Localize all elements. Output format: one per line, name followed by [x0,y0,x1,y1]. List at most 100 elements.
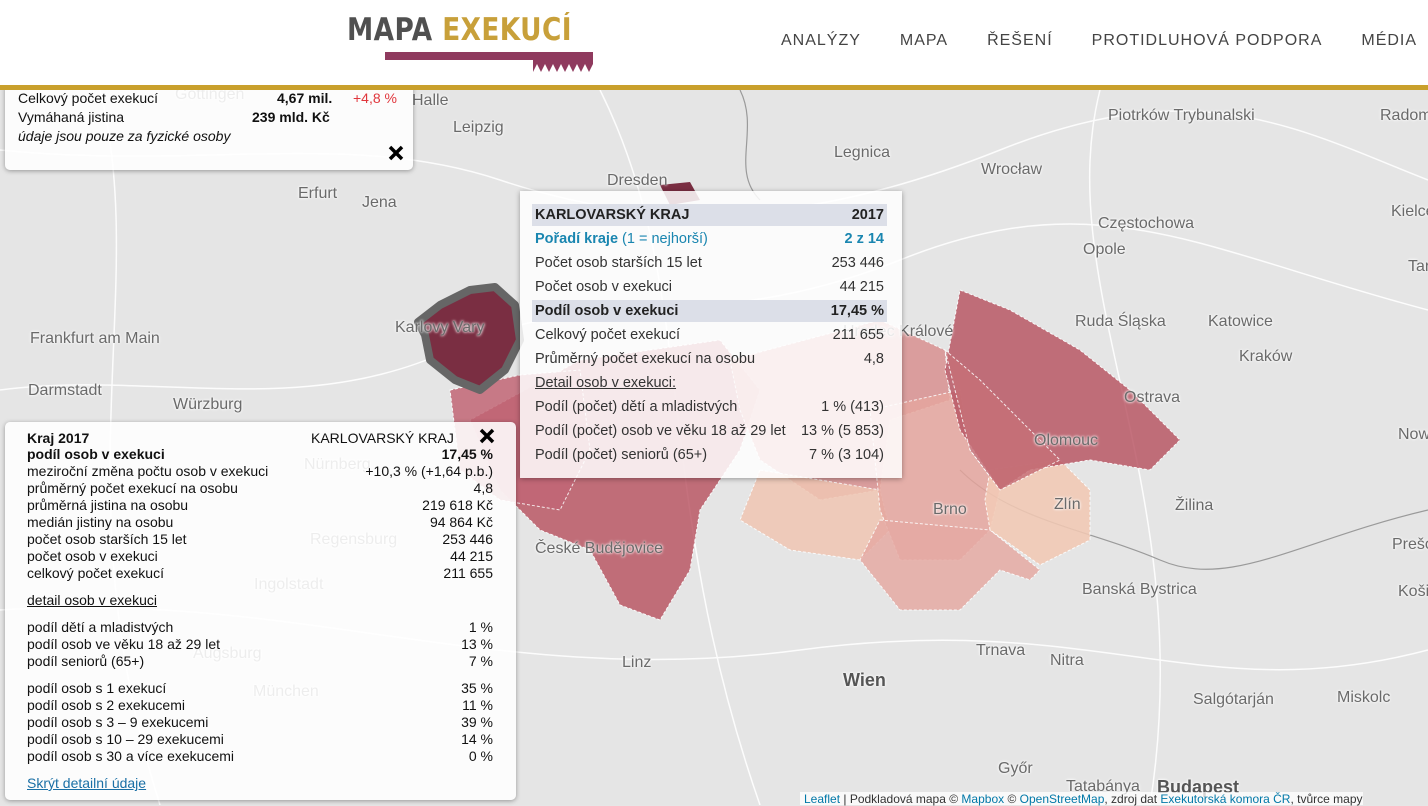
city-label: České Budějovice [535,540,664,557]
city-label: Legnica [834,144,891,161]
summary-row: Celkový počet exekucí 4,67 mil. +4,8 % [18,90,403,106]
value: +10,3 % (+1,64 p.b.) [365,463,493,479]
city-label: Wien [843,670,886,690]
nav-item[interactable]: ANALÝZY [781,32,861,49]
label: meziroční změna počtu osob v exekuci [27,463,269,479]
value: 0 % [468,748,493,764]
label: podíl osob s 30 a více exekucemi [27,748,235,764]
hide-link[interactable]: Skrýt detailní údaje [27,775,147,791]
city-label: Erfurt [298,185,338,202]
value: 4,8 [863,351,884,367]
city-label: Kraków [1239,348,1293,365]
city-label: Ostrava [1124,389,1181,406]
tooltip: KARLOVARSKÝ KRAJ 2017 Pořadí kraje (1 = ne… [520,191,902,478]
city-label: Radom [1380,107,1428,124]
detail-row: podíl osob ve věku 18 až 29 let 13 % [27,636,493,653]
city-label: Jena [362,194,397,211]
label: KARLOVARSKÝ KRAJ [535,207,690,223]
logo[interactable]: MAPA EXEKUCÍ [347,12,572,48]
value: 239 mld. Kč [252,109,330,125]
city-label: Nitra [1050,652,1084,669]
summary-row: Vymáhaná jistina 239 mld. Kč [18,109,403,125]
label: počet osob v exekuci [27,548,158,564]
detail-row: průměrná jistina na osobu 219 618 Kč [27,497,493,514]
city-label: Tatabánya [1066,778,1140,795]
nav-item[interactable]: ŘEŠENÍ [987,32,1053,49]
detail-row: podíl osob s 2 exekucemi 11 % [27,697,493,714]
value: 17,45 % [830,303,884,319]
detail-row: podíl osob v exekuci 17,45 % [27,446,493,463]
city-label: Opole [1083,241,1126,258]
hint: (1 = nejhorší) [622,231,708,247]
link[interactable]: Mapbox [961,792,1005,806]
value: 253 446 [831,255,884,271]
label: podíl seniorů (65+) [27,653,145,669]
label: Podíl (počet) seniorů (65+) [535,447,708,463]
detail-row: podíl osob s 1 exekucí 35 % [27,680,493,697]
city-label: Tarnów [1408,258,1428,275]
city-label: Wrocław [981,161,1043,178]
text: © [1007,792,1017,806]
change: +4,8 % [353,90,397,106]
label: podíl osob v exekuci [27,446,165,462]
detail-row: celkový počet exekucí 211 655 [27,565,493,582]
link[interactable]: Exekutorská komora ČR [1160,792,1291,806]
detail-panel: Kraj 2017 KARLOVARSKÝ KRAJ podíl osob v … [5,422,516,800]
city-label: Salgótarján [1193,691,1274,708]
city-label: Würzburg [173,396,243,413]
tooltip-row: Podíl (počet) osob ve věku 18 až 29 let 1… [532,420,887,442]
label: Celkový počet exekucí [535,327,681,343]
value: 211 655 [832,327,884,343]
city-label: Olomouc [1034,432,1099,449]
label: Počet osob starších 15 let [535,255,702,271]
close-button[interactable] [388,145,404,161]
city-label: Žilina [1175,497,1214,514]
nav-item[interactable]: MAPA [899,32,949,49]
link[interactable]: Leaflet [804,792,841,806]
value: 17,45 % [441,446,493,462]
value: 2 z 14 [844,231,885,247]
value: 211 655 [443,565,493,581]
label: podíl dětí a mladistvých [27,619,174,635]
tooltip-header: KARLOVARSKÝ KRAJ 2017 [532,204,887,226]
detail-row: podíl osob s 30 a více exekucemi 0 % [27,748,493,765]
label: Vymáhaná jistina [18,109,125,125]
attribution: Leaflet | Podkladová mapa © Mapbox © Ope… [800,792,1363,806]
summary-panel: Celkový počet exekucí 4,67 mil. +4,8 % V… [5,86,413,170]
label: Celkový počet exekucí [18,90,159,106]
link[interactable]: OpenStreetMap [1019,792,1105,806]
city-label: Darmstadt [28,382,102,399]
value: 39 % [461,714,493,730]
city-label: Győr [998,760,1033,777]
city-label: Ruda Śląska [1075,313,1166,330]
city-label: Linz [622,654,652,671]
nav-item[interactable]: MÉDIA [1361,32,1418,49]
close-button[interactable] [479,428,495,444]
detail-row: medián jistiny na osobu 94 864 Kč [27,514,493,531]
label: podíl osob s 1 exekucí [27,680,167,696]
city-label: Dresden [607,172,668,189]
label: průměrný počet exekucí na osobu [27,480,238,496]
tooltip-row: Celkový počet exekucí 211 655 [532,324,887,346]
label: podíl osob s 10 – 29 exekucemi [27,731,224,747]
value: 11 % [462,697,493,713]
value: 94 864 Kč [429,514,493,530]
text: , tvůrce mapy [1290,792,1363,806]
value: 35 % [461,680,493,696]
value: 7 % (3 104) [809,447,884,463]
city-label: Prešov [1392,536,1428,553]
city-label: Częstochowa [1098,215,1195,232]
value: 44 215 [839,279,884,295]
tooltip-row: Počet osob v exekuci 44 215 [532,276,887,298]
detail-link[interactable]: detail osob v exekuci [27,592,157,608]
label: Podíl osob v exekuci [535,303,679,319]
value: 14 % [461,731,493,747]
city-label: Leipzig [453,119,504,136]
nav-item[interactable]: PROTIDLUHOVÁ PODPORA [1091,32,1323,49]
value: 44 215 [450,548,493,564]
label: podíl osob ve věku 18 až 29 let [27,636,221,652]
city-label: Halle [412,92,449,109]
label: podíl osob s 2 exekucemi [27,697,185,713]
detail-row: podíl dětí a mladistvých 1 % [27,619,493,636]
